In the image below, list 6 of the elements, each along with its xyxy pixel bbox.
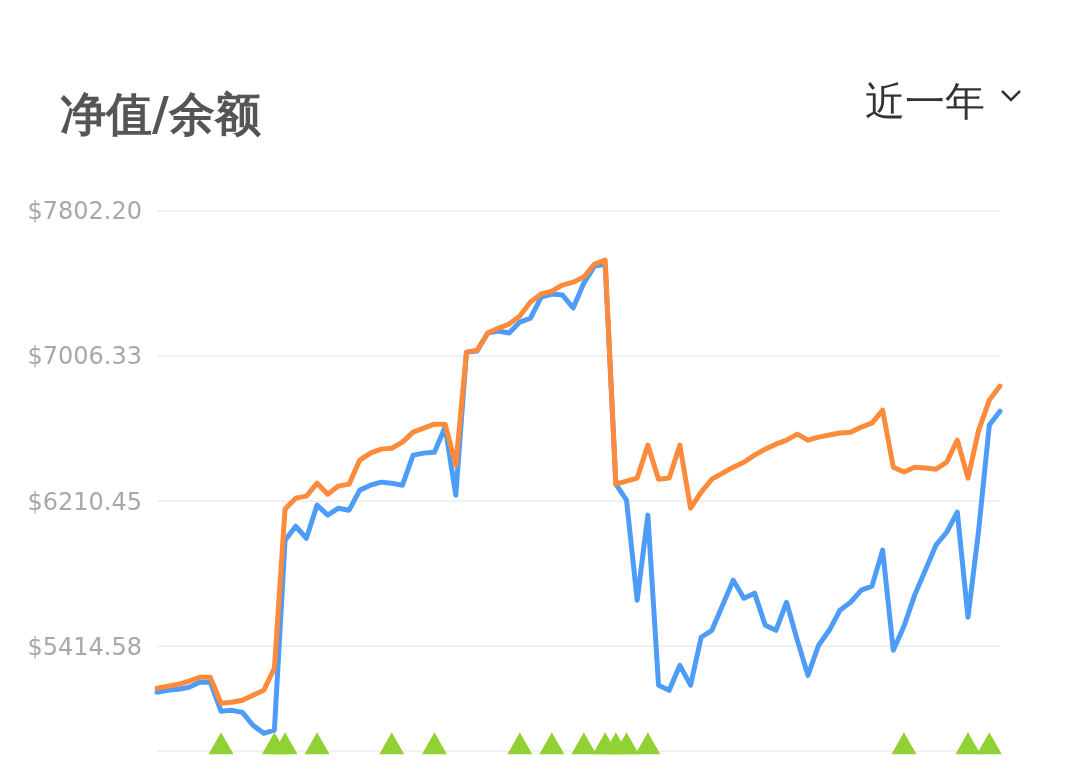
y-tick-label: $7006.33: [27, 342, 142, 371]
chart-title: 净值/余额: [60, 87, 261, 141]
y-tick-label: $7802.20: [27, 197, 142, 226]
y-tick-label: $5414.58: [27, 632, 142, 661]
y-tick-label: $6210.45: [27, 487, 142, 516]
text: 近一年: [865, 78, 985, 124]
